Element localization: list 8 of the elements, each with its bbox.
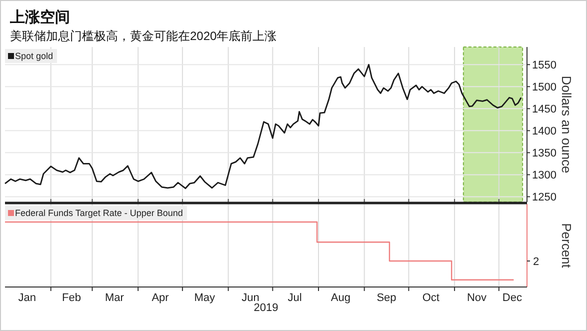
annotation: 2 bbox=[533, 256, 540, 268]
ylabel: Dollars an ounce bbox=[559, 76, 574, 174]
title: 上涨空间 bbox=[10, 9, 70, 26]
xlabel: 2019 bbox=[254, 302, 278, 314]
legend-label: Federal Funds Target Rate - Upper Bound bbox=[15, 208, 183, 218]
ylabel: Percent bbox=[559, 223, 574, 268]
legend-label: Spot gold bbox=[15, 51, 54, 61]
subtitle: 美联储加息门槛极高，黄金可能在2020年底前上涨 bbox=[10, 29, 277, 43]
